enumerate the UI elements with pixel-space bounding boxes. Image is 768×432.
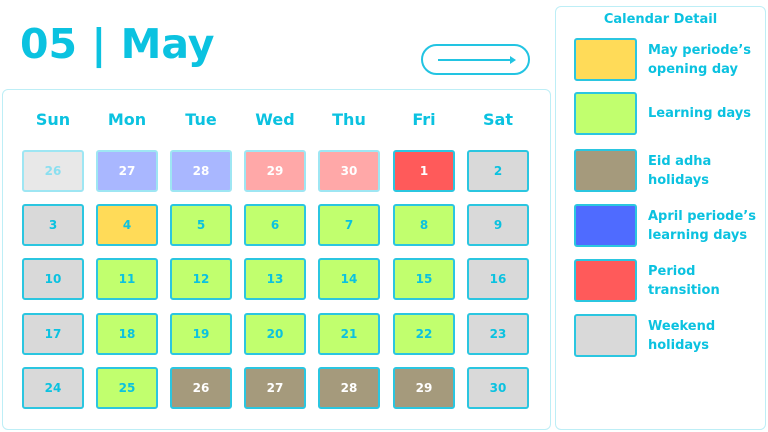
legend-item: Eid adha holidays [648, 149, 766, 192]
day-cell-weekend[interactable]: 24 [22, 367, 84, 409]
day-cell-learning[interactable]: 12 [170, 258, 232, 300]
day-cell-weekend[interactable]: 16 [467, 258, 529, 300]
day-cell-opening[interactable]: 4 [96, 204, 158, 246]
legend-label: Eid adha holidays [648, 153, 712, 188]
day-cell-transition_prev[interactable]: 30 [318, 150, 380, 192]
weekday-sun: Sun [35, 110, 71, 129]
legend-item: Learning days [648, 92, 766, 135]
day-cell-transition[interactable]: 1 [393, 150, 455, 192]
legend-swatch [574, 259, 637, 302]
day-cell-learning[interactable]: 20 [244, 313, 306, 355]
day-cell-learning[interactable]: 13 [244, 258, 306, 300]
legend-item: Period transition [648, 259, 766, 302]
day-cell-april[interactable]: 28 [170, 150, 232, 192]
weekday-tue: Tue [185, 110, 217, 129]
arrow-head-icon [510, 56, 516, 64]
legend-swatch [574, 92, 637, 135]
day-cell-learning[interactable]: 22 [393, 313, 455, 355]
legend-swatch [574, 149, 637, 192]
day-cell-learning[interactable]: 18 [96, 313, 158, 355]
day-cell-weekend[interactable]: 2 [467, 150, 529, 192]
day-cell-other_weekend[interactable]: 26 [22, 150, 84, 192]
day-cell-april[interactable]: 27 [96, 150, 158, 192]
day-cell-eid[interactable]: 26 [170, 367, 232, 409]
legend-label: Weekend holidays [648, 318, 716, 353]
page-title: 05 | May [20, 20, 215, 68]
legend-swatch [574, 38, 637, 81]
day-cell-learning[interactable]: 11 [96, 258, 158, 300]
day-cell-learning[interactable]: 21 [318, 313, 380, 355]
day-cell-weekend[interactable]: 9 [467, 204, 529, 246]
legend-label: Period transition [648, 263, 720, 298]
legend-title: Calendar Detail [603, 12, 718, 27]
day-cell-eid[interactable]: 27 [244, 367, 306, 409]
day-cell-learning[interactable]: 7 [318, 204, 380, 246]
arrow-right-icon [438, 59, 512, 61]
day-cell-weekend[interactable]: 3 [22, 204, 84, 246]
legend-label: May periode’s opening day [648, 42, 752, 77]
day-cell-learning[interactable]: 6 [244, 204, 306, 246]
weekday-thu: Thu [332, 110, 366, 129]
legend-swatch [574, 204, 637, 247]
next-month-button[interactable] [421, 44, 530, 75]
day-cell-learning[interactable]: 15 [393, 258, 455, 300]
legend-panel [555, 6, 766, 430]
legend-swatch [574, 314, 637, 357]
day-cell-learning[interactable]: 14 [318, 258, 380, 300]
day-cell-learning[interactable]: 5 [170, 204, 232, 246]
weekday-sat: Sat [483, 110, 513, 129]
day-cell-eid[interactable]: 28 [318, 367, 380, 409]
day-cell-weekend[interactable]: 30 [467, 367, 529, 409]
day-cell-learning[interactable]: 25 [96, 367, 158, 409]
legend-item: May periode’s opening day [648, 38, 766, 81]
legend-item: April periode’s learning days [648, 204, 766, 247]
legend-label: Learning days [648, 106, 751, 121]
legend-label: April periode’s learning days [648, 208, 756, 243]
day-cell-learning[interactable]: 19 [170, 313, 232, 355]
day-cell-weekend[interactable]: 23 [467, 313, 529, 355]
legend-item: Weekend holidays [648, 314, 766, 357]
weekday-mon: Mon [107, 110, 147, 129]
calendar-card [2, 89, 551, 430]
weekday-fri: Fri [412, 110, 436, 129]
weekday-wed: Wed [255, 110, 295, 129]
day-cell-learning[interactable]: 8 [393, 204, 455, 246]
day-cell-eid[interactable]: 29 [393, 367, 455, 409]
day-cell-weekend[interactable]: 17 [22, 313, 84, 355]
day-cell-weekend[interactable]: 10 [22, 258, 84, 300]
day-cell-transition_prev[interactable]: 29 [244, 150, 306, 192]
